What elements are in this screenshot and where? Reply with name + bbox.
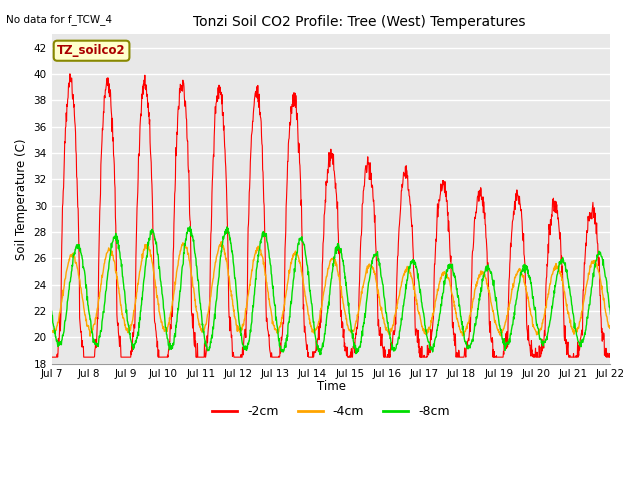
-2cm (307, 354, 315, 360)
-2cm (607, 351, 614, 357)
-2cm (114, 320, 122, 326)
-4cm (307, 323, 315, 329)
-2cm (297, 182, 305, 188)
-8cm (285, 320, 293, 325)
-4cm (285, 270, 293, 276)
Legend: -2cm, -4cm, -8cm: -2cm, -4cm, -8cm (207, 400, 454, 423)
-2cm (92, 345, 99, 351)
Line: -2cm: -2cm (52, 74, 611, 357)
-8cm (297, 236, 305, 242)
-4cm (367, 263, 374, 268)
-8cm (114, 240, 122, 246)
-2cm (285, 135, 293, 141)
-4cm (297, 264, 305, 270)
-8cm (91, 341, 99, 347)
-8cm (316, 352, 324, 358)
-4cm (114, 282, 122, 288)
Title: Tonzi Soil CO2 Profile: Tree (West) Temperatures: Tonzi Soil CO2 Profile: Tree (West) Temp… (193, 15, 525, 29)
-8cm (307, 294, 315, 300)
-4cm (607, 325, 614, 331)
-2cm (66, 71, 74, 77)
-4cm (48, 328, 56, 334)
-8cm (367, 271, 374, 276)
-8cm (186, 224, 194, 229)
-4cm (218, 239, 225, 245)
-4cm (86, 333, 94, 339)
-4cm (92, 316, 99, 322)
Line: -4cm: -4cm (52, 242, 611, 336)
X-axis label: Time: Time (317, 380, 346, 393)
Text: TZ_soilco2: TZ_soilco2 (57, 44, 126, 57)
-8cm (607, 312, 614, 317)
-8cm (48, 309, 56, 314)
-2cm (48, 354, 56, 360)
Y-axis label: Soil Temperature (C): Soil Temperature (C) (15, 138, 28, 260)
-2cm (366, 160, 374, 166)
Text: No data for f_TCW_4: No data for f_TCW_4 (6, 14, 113, 25)
Line: -8cm: -8cm (52, 227, 611, 355)
